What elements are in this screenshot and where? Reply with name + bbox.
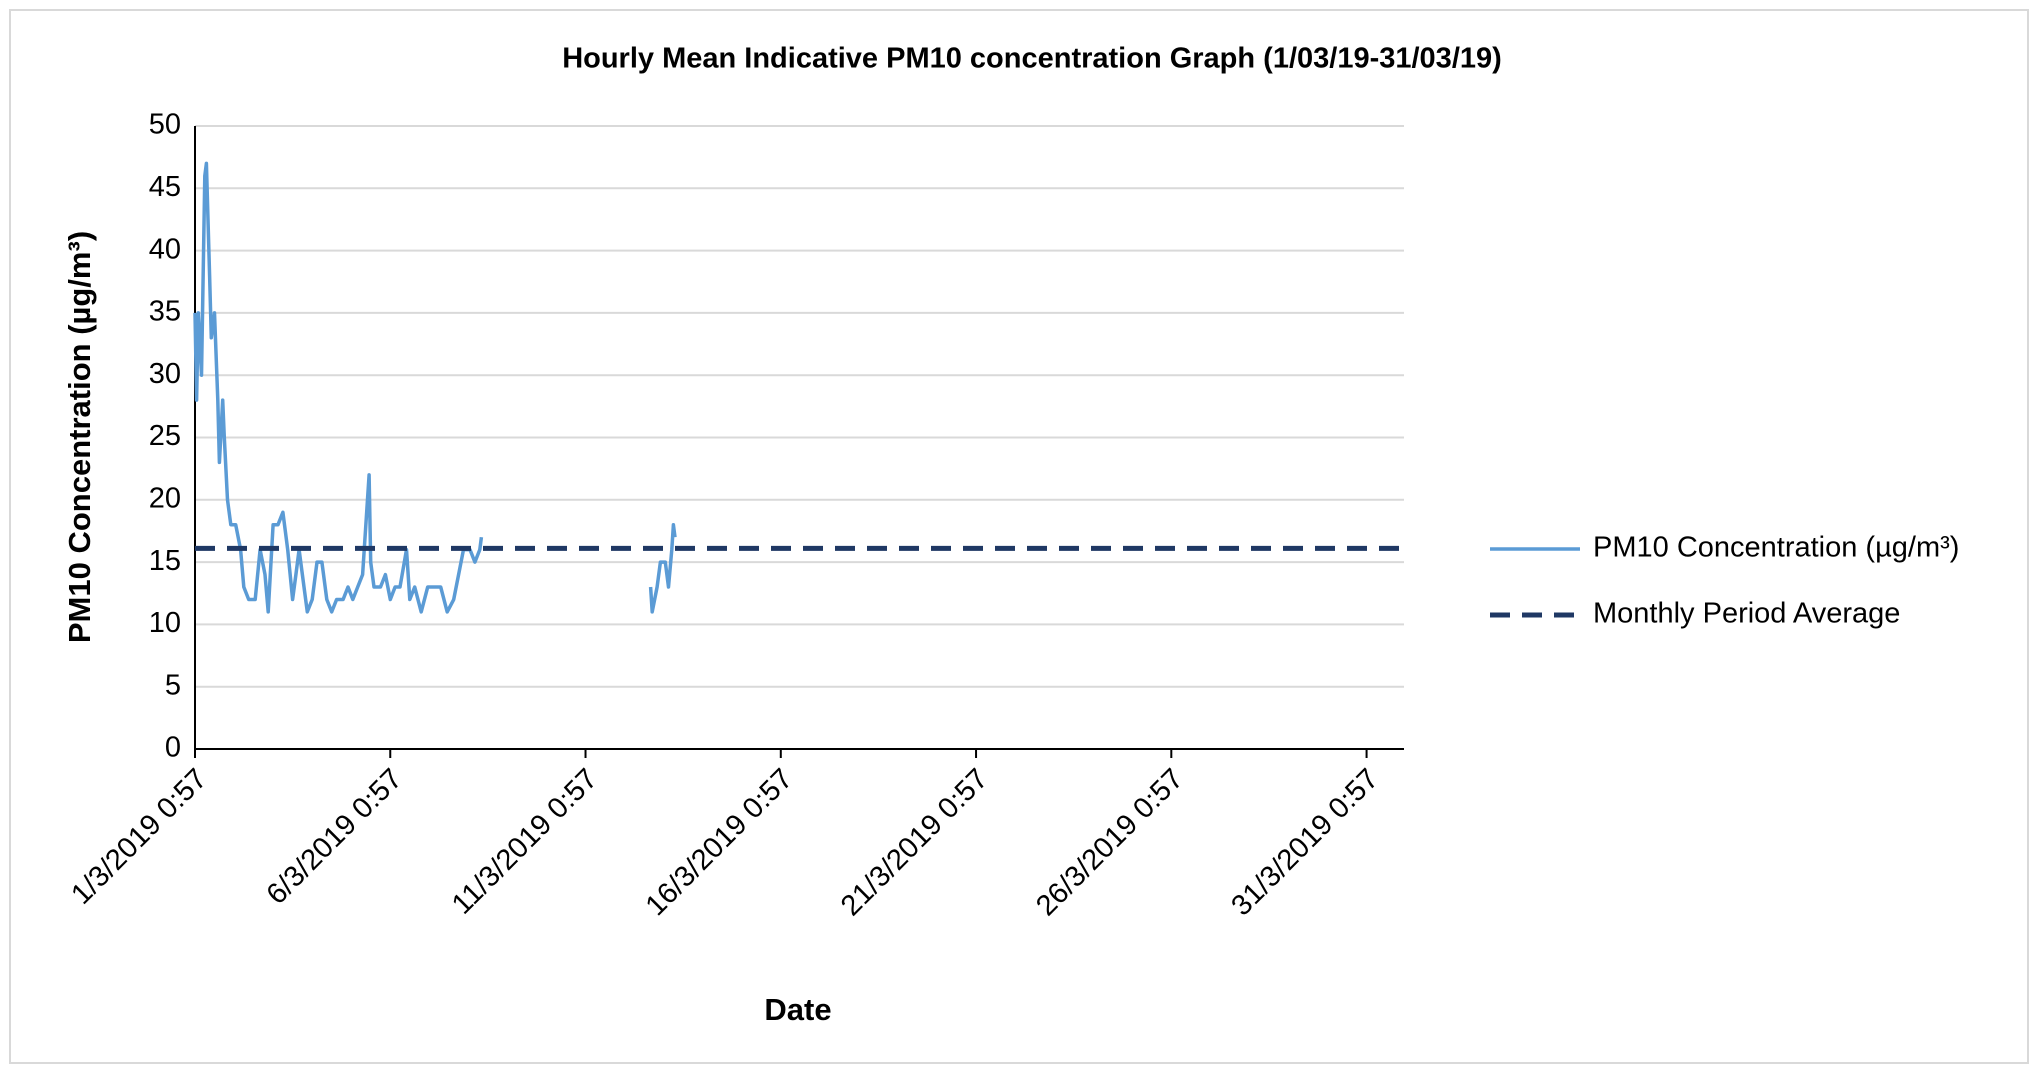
y-tick-label: 35	[149, 296, 181, 328]
chart-title: Hourly Mean Indicative PM10 concentratio…	[562, 43, 1502, 75]
y-tick-label: 5	[165, 669, 181, 701]
y-tick-label: 45	[149, 171, 181, 203]
y-tick-label: 10	[149, 607, 181, 639]
legend-label: Monthly Period Average	[1593, 598, 1900, 630]
y-tick-label: 25	[149, 420, 181, 452]
y-tick-label: 50	[149, 109, 181, 141]
y-tick-label: 40	[149, 233, 181, 265]
y-tick-label: 0	[165, 732, 181, 764]
y-axis-label: PM10 Concentration (µg/m³)	[62, 231, 97, 643]
y-tick-label: 30	[149, 358, 181, 390]
y-tick-label: 15	[149, 545, 181, 577]
y-tick-label: 20	[149, 482, 181, 514]
data-line	[193, 161, 677, 614]
legend-label: PM10 Concentration (µg/m³)	[1593, 532, 1959, 564]
x-axis-label: Date	[764, 992, 831, 1027]
chart-frame	[9, 9, 2029, 1064]
